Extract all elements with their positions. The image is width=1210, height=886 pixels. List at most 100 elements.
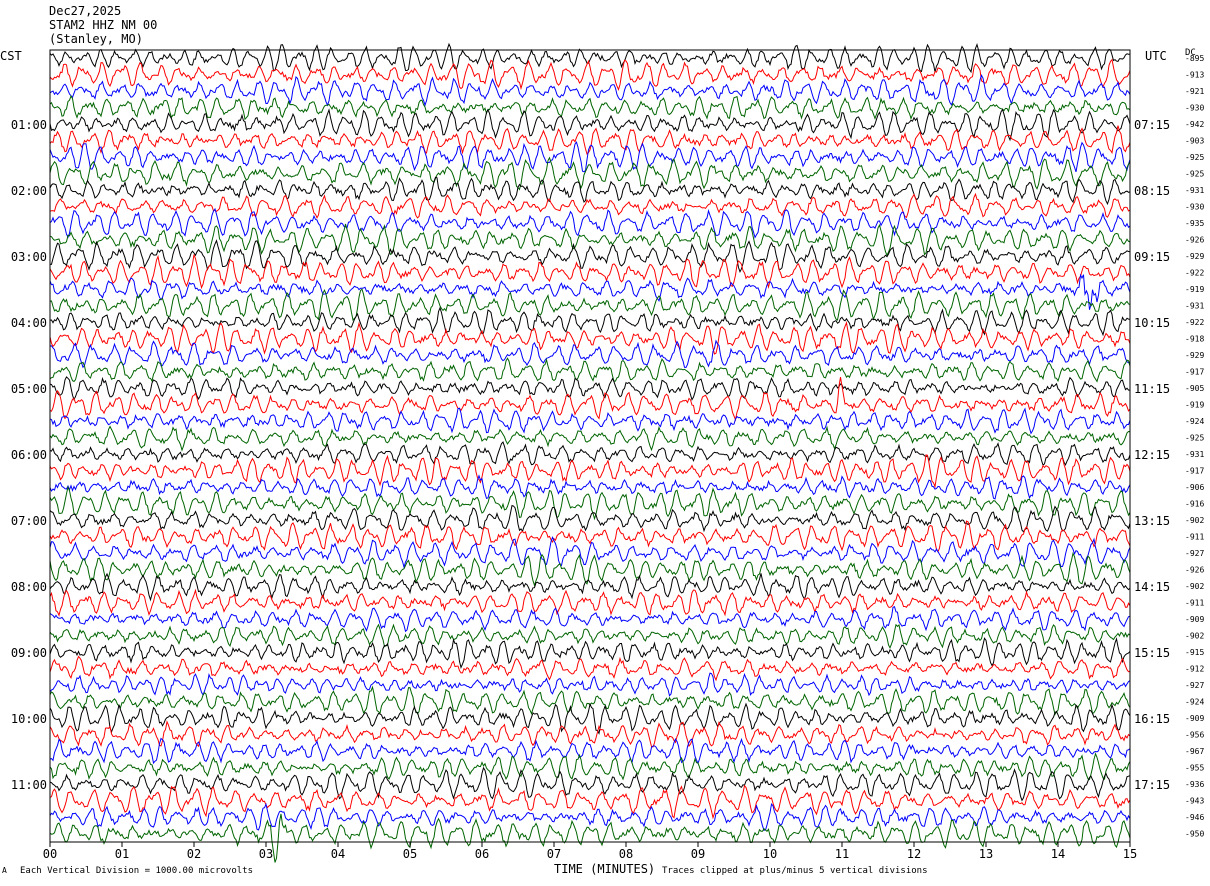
trace-12 — [49, 239, 1131, 273]
dc-offset-label: -946 — [1185, 813, 1204, 822]
trace-44 — [49, 766, 1131, 802]
trace-11 — [49, 223, 1131, 257]
right-hour-label: 10:15 — [1134, 316, 1170, 330]
trace-42 — [49, 737, 1131, 765]
clipping-note: Traces clipped at plus/minus 5 vertical … — [662, 866, 928, 876]
dc-offset-label: -911 — [1185, 599, 1204, 608]
trace-41 — [49, 720, 1131, 748]
dc-offset-label: -956 — [1185, 731, 1204, 740]
trace-34 — [49, 606, 1131, 633]
right-hour-label: 08:15 — [1134, 184, 1170, 198]
right-hour-label: 13:15 — [1134, 514, 1170, 528]
dc-offset-label: -924 — [1185, 417, 1204, 426]
dc-offset-label: -909 — [1185, 615, 1204, 624]
header-date: Dec27,2025 — [49, 4, 122, 18]
dc-offset-label: -921 — [1185, 87, 1204, 96]
header-location: (Stanley, MO) — [49, 32, 143, 46]
dc-offset-label: -929 — [1185, 252, 1204, 261]
trace-24 — [49, 441, 1131, 467]
x-tick-label-01: 01 — [115, 847, 129, 861]
x-tick-label-04: 04 — [331, 847, 345, 861]
header-station: STAM2 HHZ NM 00 — [49, 18, 158, 32]
dc-offset-label: -911 — [1185, 533, 1204, 542]
traces-group — [49, 42, 1131, 863]
dc-offset-label: -936 — [1185, 780, 1204, 789]
right-hour-label: 07:15 — [1134, 118, 1170, 132]
right-hour-label: 11:15 — [1134, 382, 1170, 396]
dc-offset-label: -917 — [1185, 368, 1204, 377]
dc-offset-label: -922 — [1185, 269, 1204, 278]
left-hour-label: 03:00 — [11, 250, 47, 264]
trace-39 — [49, 685, 1131, 716]
dc-offset-label: -926 — [1185, 566, 1204, 575]
left-hour-label: 02:00 — [11, 184, 47, 198]
trace-43 — [49, 752, 1131, 781]
left-timezone-label: CST — [0, 49, 22, 63]
trace-29 — [49, 520, 1131, 553]
vertical-division-note: Each Vertical Division = 1000.00 microvo… — [20, 866, 253, 876]
trace-33 — [49, 588, 1131, 617]
trace-15 — [49, 288, 1131, 322]
trace-45 — [49, 784, 1131, 820]
left-hour-label: 01:00 — [11, 118, 47, 132]
x-tick-label-02: 02 — [187, 847, 201, 861]
left-hour-label: 07:00 — [11, 514, 47, 528]
trace-0 — [49, 42, 1130, 74]
dc-offset-label: -902 — [1185, 582, 1204, 591]
trace-25 — [49, 454, 1131, 489]
trace-13 — [49, 254, 1131, 290]
dc-offset-label: -906 — [1185, 483, 1204, 492]
dc-offset-label: -930 — [1185, 104, 1204, 113]
trace-2 — [49, 74, 1131, 107]
trace-17 — [49, 321, 1131, 355]
trace-38 — [49, 672, 1131, 697]
trace-30 — [49, 535, 1131, 569]
trace-28 — [49, 504, 1131, 533]
left-hour-label: 06:00 — [11, 448, 47, 462]
dc-offset-label: -935 — [1185, 219, 1204, 228]
trace-26 — [49, 474, 1131, 500]
trace-5 — [49, 125, 1131, 155]
dc-offset-label: -903 — [1185, 137, 1204, 146]
dc-offset-label: -929 — [1185, 351, 1204, 360]
dc-offset-label: -912 — [1185, 665, 1204, 674]
left-hour-labels: 01:00 02:00 03:00 04:00 05:00 06:00 07:00 08:00… — [11, 118, 47, 792]
right-hour-label: 16:15 — [1134, 712, 1170, 726]
x-tick-label-09: 09 — [691, 847, 705, 861]
x-tick-label-00: 00 — [43, 847, 57, 861]
right-timezone-label: UTC — [1145, 49, 1167, 63]
x-tick-label-11: 11 — [835, 847, 849, 861]
dc-offset-label: -902 — [1185, 632, 1204, 641]
x-tick-label-06: 06 — [475, 847, 489, 861]
dc-offset-label: -916 — [1185, 500, 1204, 509]
x-tick-label-14: 14 — [1051, 847, 1065, 861]
dc-offset-label: -950 — [1185, 830, 1204, 839]
trace-22 — [49, 407, 1131, 435]
dc-offset-label: -931 — [1185, 302, 1204, 311]
dc-offset-label: -902 — [1185, 516, 1204, 525]
x-tick-label-15: 15 — [1123, 847, 1137, 861]
x-tick-label-10: 10 — [763, 847, 777, 861]
dc-offset-label: -925 — [1185, 170, 1204, 179]
left-hour-label: 10:00 — [11, 712, 47, 726]
trace-4 — [49, 108, 1131, 142]
right-hour-label: 15:15 — [1134, 646, 1170, 660]
dc-offset-labels: -895 -913 -921 -930 -942 -903 -925 -925 -931 -930… — [1185, 54, 1204, 839]
x-tick-label-08: 08 — [619, 847, 633, 861]
dc-offset-label: -919 — [1185, 401, 1204, 410]
trace-35 — [49, 623, 1131, 650]
x-tick-label-03: 03 — [259, 847, 273, 861]
dc-offset-label: -967 — [1185, 747, 1204, 756]
x-tick-label-13: 13 — [979, 847, 993, 861]
dc-offset-label: -926 — [1185, 236, 1204, 245]
right-hour-label: 14:15 — [1134, 580, 1170, 594]
trace-3 — [49, 94, 1131, 121]
dc-offset-label: -915 — [1185, 648, 1204, 657]
trace-7 — [49, 156, 1131, 191]
trace-36 — [49, 637, 1131, 670]
trace-40 — [49, 702, 1131, 735]
x-axis-title: TIME (MINUTES) — [554, 862, 656, 876]
trace-14 — [49, 273, 1131, 310]
right-hour-label: 17:15 — [1134, 778, 1170, 792]
